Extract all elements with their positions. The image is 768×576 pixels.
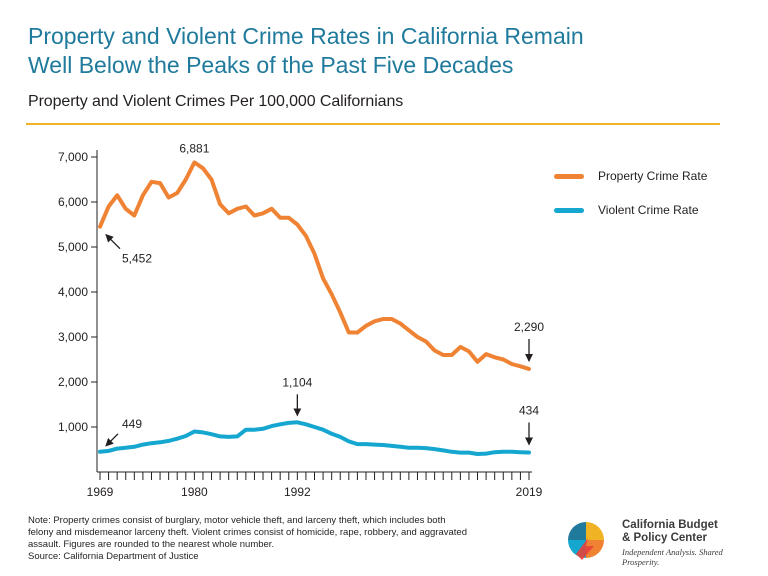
y-tick-label: 3,000: [58, 330, 88, 344]
annotation-arrow: [105, 233, 121, 250]
footnote-line2: felony and misdemeanor larceny theft. Vi…: [28, 527, 467, 538]
title-divider: [26, 123, 720, 125]
x-tick-label: 1969: [87, 485, 114, 499]
chart-axes: 1,000 2,000 3,000 4,000 5,000 6,000 7,000 1969 1…: [58, 150, 543, 499]
property-crime-line: [98, 160, 531, 371]
cbpc-logo-icon: [568, 522, 604, 560]
y-tick-label: 7,000: [58, 150, 88, 164]
x-tick-label: 2019: [516, 485, 543, 499]
annotation-434: 434: [519, 403, 539, 446]
legend-swatch-property: [554, 173, 584, 179]
y-tick-label: 4,000: [58, 285, 88, 299]
annotation-label: 6,881: [179, 141, 209, 155]
annotation-1104: 1,104: [282, 375, 313, 417]
annotation-label: 449: [122, 417, 142, 431]
annotation-label: 434: [519, 403, 539, 417]
y-tick-label: 6,000: [58, 195, 88, 209]
chart-title-line1: Property and Violent Crime Rates in Cali…: [28, 23, 584, 49]
legend-label-violent: Violent Crime Rate: [598, 203, 699, 217]
annotation-label: 5,452: [122, 252, 152, 266]
logo-tagline: Independent Analysis. Shared Prosperity.: [622, 547, 723, 567]
y-tick-label: 5,000: [58, 240, 88, 254]
annotation-449: 449: [105, 417, 142, 447]
chart-lines: [98, 160, 531, 456]
violent-crime-line: [98, 420, 531, 456]
chart-subtitle: Property and Violent Crimes Per 100,000 …: [28, 93, 404, 110]
chart-title-line2: Well Below the Peaks of the Past Five De…: [28, 52, 514, 78]
legend-label-property: Property Crime Rate: [598, 169, 708, 183]
legend-swatch-violent: [554, 207, 584, 213]
footnote-line1: Note: Property crimes consist of burglar…: [28, 515, 446, 526]
annotation-5452: 5,452: [105, 233, 152, 266]
logo-name-line2: & Policy Center: [622, 532, 707, 544]
chart-title: Property and Violent Crime Rates in Cali…: [28, 22, 728, 80]
cbpc-logo: California Budget & Policy Center Indepe…: [562, 516, 762, 567]
x-tick-label: 1992: [284, 485, 311, 499]
annotation-label: 2,290: [514, 320, 544, 334]
y-tick-label: 1,000: [58, 420, 88, 434]
annotation-label: 1,104: [282, 375, 312, 389]
logo-name-line1: California Budget: [622, 519, 718, 531]
x-tick-label: 1980: [181, 485, 208, 499]
cbpc-logo-text: California Budget & Policy Center Indepe…: [622, 519, 762, 567]
source-line: Source: California Department of Justice: [28, 551, 199, 562]
legend-item-property: Property Crime Rate: [554, 166, 707, 186]
footnote-line3: assault. Figures are rounded to the near…: [28, 539, 275, 550]
annotation-2290: 2,290: [514, 320, 544, 362]
chart-annotations: 5,452 6,881 2,290 449 1,104 434: [105, 141, 544, 447]
legend-item-violent: Violent Crime Rate: [554, 200, 707, 220]
annotation-arrow: [105, 433, 119, 447]
footnote: Note: Property crimes consist of burglar…: [28, 515, 548, 563]
y-tick-label: 2,000: [58, 375, 88, 389]
chart-legend: Property Crime Rate Violent Crime Rate: [554, 166, 707, 234]
line-chart: 1,000 2,000 3,000 4,000 5,000 6,000 7,000 1969 1…: [58, 141, 544, 499]
annotation-6881: 6,881: [179, 141, 209, 155]
